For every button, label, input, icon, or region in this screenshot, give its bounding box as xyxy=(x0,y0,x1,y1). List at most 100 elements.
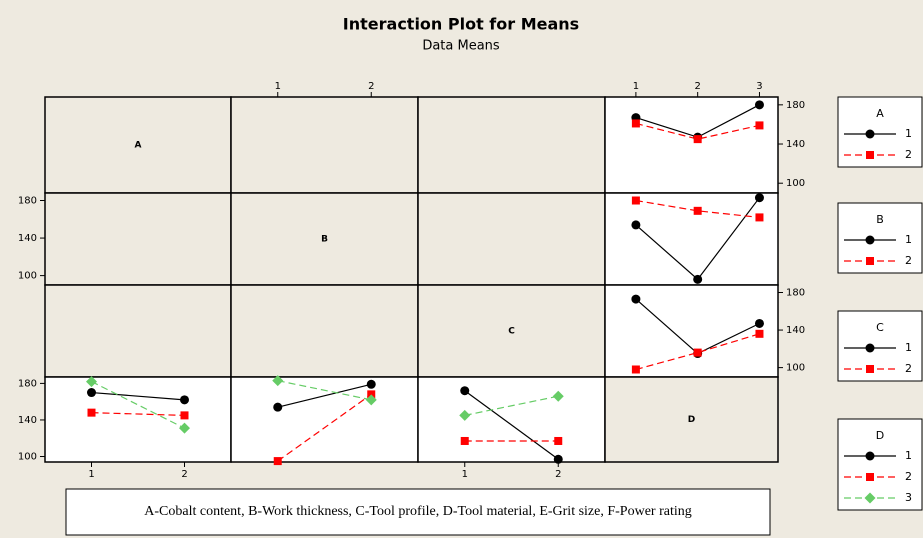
marker xyxy=(552,390,564,402)
chart-subtitle: Data Means xyxy=(422,39,500,54)
cell xyxy=(44,376,232,463)
series-line xyxy=(277,383,372,408)
marker xyxy=(755,213,764,222)
cell xyxy=(604,376,779,463)
marker xyxy=(693,206,702,215)
y-tick-label: 100 xyxy=(18,271,37,282)
cell xyxy=(604,284,779,378)
legend-title: A xyxy=(876,107,884,120)
marker xyxy=(180,411,189,420)
x-tick-label: 1 xyxy=(462,469,468,480)
legend-label: 1 xyxy=(905,127,912,140)
cell xyxy=(44,96,232,194)
legend-label: 1 xyxy=(905,449,912,462)
y-tick-label: 140 xyxy=(18,415,37,426)
series-line xyxy=(91,391,185,401)
marker xyxy=(272,375,284,387)
series-line xyxy=(464,395,559,416)
x-tick-label: 2 xyxy=(555,469,561,480)
y-tick-label: 180 xyxy=(786,100,805,111)
y-tick-label: 180 xyxy=(18,378,37,389)
marker xyxy=(631,365,640,374)
x-tick-label: 3 xyxy=(756,81,762,92)
marker xyxy=(366,379,376,389)
marker xyxy=(754,193,764,203)
legend-marker xyxy=(865,343,875,353)
legend-label: 2 xyxy=(905,254,912,267)
marker xyxy=(460,386,470,396)
legend-marker xyxy=(866,151,874,159)
cell xyxy=(604,96,779,194)
legend-title: C xyxy=(876,321,884,334)
legend-marker xyxy=(865,129,875,139)
legend-title: B xyxy=(876,213,884,226)
series-line xyxy=(635,199,760,219)
marker xyxy=(631,220,641,230)
legend-marker xyxy=(864,492,876,504)
diagonal-label: C xyxy=(508,327,515,337)
marker xyxy=(460,436,469,445)
legend-label: 2 xyxy=(905,362,912,375)
series-line xyxy=(277,393,372,462)
marker xyxy=(755,329,764,338)
legend-label: 1 xyxy=(905,341,912,354)
marker xyxy=(554,436,563,445)
y-tick-label: 180 xyxy=(18,196,37,207)
x-tick-label: 1 xyxy=(633,81,639,92)
marker xyxy=(693,135,702,144)
cell xyxy=(417,96,606,194)
cell xyxy=(44,284,232,378)
cell xyxy=(230,376,419,463)
cell xyxy=(417,192,606,286)
marker xyxy=(180,395,189,405)
x-tick-label: 1 xyxy=(275,81,281,92)
x-tick-label: 1 xyxy=(88,469,94,480)
note-box xyxy=(65,488,771,536)
legend-label: 2 xyxy=(905,470,912,483)
y-tick-label: 100 xyxy=(18,452,37,463)
series-line xyxy=(91,381,185,429)
y-tick-label: 140 xyxy=(786,325,805,336)
legend-label: 3 xyxy=(905,491,912,504)
y-tick-label: 140 xyxy=(18,233,37,244)
marker xyxy=(273,457,282,466)
marker xyxy=(86,376,97,388)
diagonal-label: A xyxy=(135,141,142,151)
cell xyxy=(230,284,419,378)
marker xyxy=(693,348,702,357)
legend-marker xyxy=(866,473,874,481)
cell xyxy=(417,376,606,463)
y-tick-label: 100 xyxy=(786,178,805,189)
marker xyxy=(754,318,764,328)
marker xyxy=(631,196,640,205)
legend-label: 2 xyxy=(905,148,912,161)
legend-marker xyxy=(865,235,875,245)
marker xyxy=(179,422,190,434)
marker xyxy=(273,402,283,412)
y-tick-label: 140 xyxy=(786,139,805,150)
note: A-Cobalt content, B-Work thickness, C-To… xyxy=(144,504,691,519)
legend-marker xyxy=(866,257,874,265)
series-line xyxy=(91,412,185,416)
y-tick-label: 100 xyxy=(786,363,805,374)
marker xyxy=(459,409,471,421)
legend-box xyxy=(837,418,923,511)
cell xyxy=(230,96,419,194)
marker xyxy=(631,119,640,128)
marker xyxy=(365,394,377,406)
series-line xyxy=(277,380,372,401)
marker xyxy=(87,388,96,398)
y-tick-label: 180 xyxy=(786,288,805,299)
marker xyxy=(693,274,703,284)
marker xyxy=(755,121,764,130)
marker xyxy=(553,454,563,464)
diagonal-label: D xyxy=(688,415,695,425)
series-line xyxy=(635,122,760,140)
legend-label: 1 xyxy=(905,233,912,246)
legend-marker xyxy=(865,451,875,461)
x-tick-label: 2 xyxy=(694,81,700,92)
marker xyxy=(87,408,96,417)
marker xyxy=(631,294,641,304)
marker xyxy=(754,100,764,110)
